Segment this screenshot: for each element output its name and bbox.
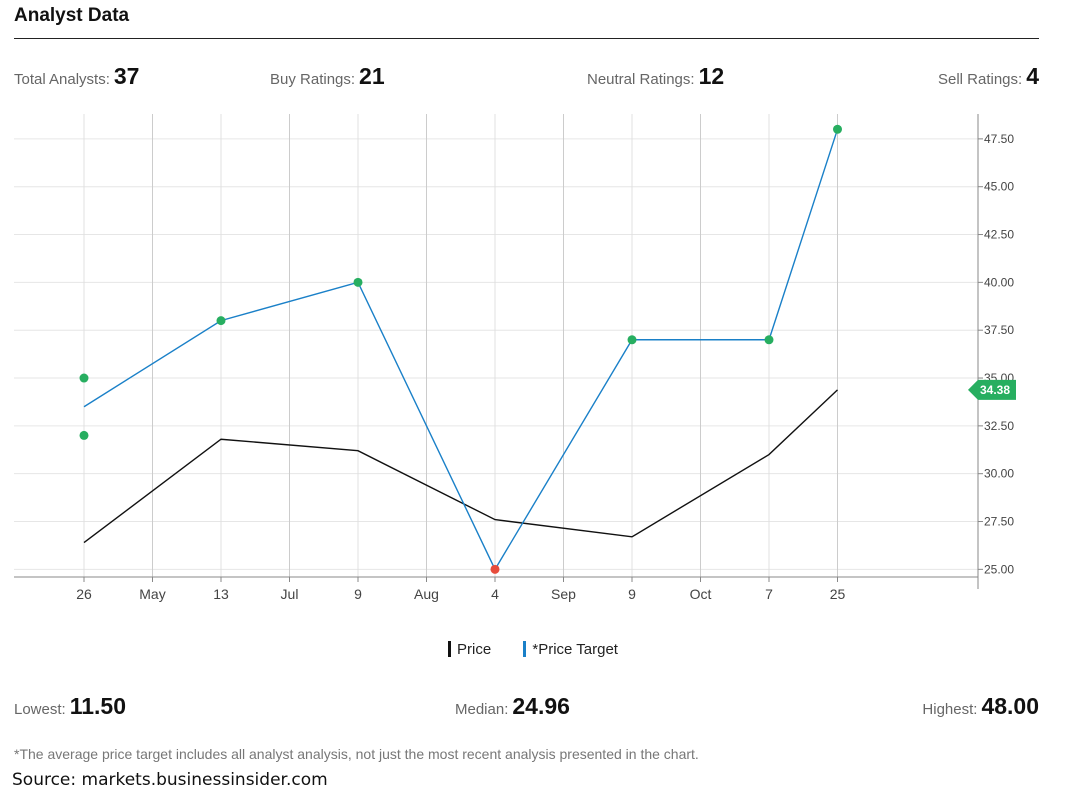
neutral-ratings-value: 12 [698, 63, 725, 89]
price-series-line [83, 389, 838, 544]
x-tick-label: May [139, 586, 165, 602]
x-tick-label: Oct [690, 586, 712, 602]
price-target-series-line [83, 129, 839, 571]
y-tick-label: 30.00 [984, 467, 1014, 481]
sell-rating-marker [490, 564, 500, 574]
chart-legend: Price *Price Target [0, 641, 1066, 658]
legend-swatch-price-target [523, 641, 527, 657]
median-target-stat: Median: 24.96 [455, 693, 570, 720]
x-tick-label: 13 [213, 586, 229, 602]
buy-rating-marker [627, 335, 637, 345]
median-label: Median: [455, 701, 509, 718]
current-price-label: 34.38 [980, 383, 1010, 397]
legend-label-price-target: *Price Target [532, 641, 618, 658]
axis-layer: 26 May 13 Jul 9 Aug 4 Sep 9 Oct 7 25 25.00 27.50 30.00… [14, 114, 1016, 602]
sell-ratings-value: 4 [1026, 63, 1039, 89]
x-tick-label: Jul [281, 586, 299, 602]
buy-rating-marker [833, 124, 842, 134]
grid-layer [14, 114, 978, 577]
buy-ratings-label: Buy Ratings: [270, 71, 356, 88]
y-tick-label: 47.50 [984, 132, 1014, 146]
title-divider [14, 38, 1039, 39]
neutral-ratings-label: Neutral Ratings: [587, 71, 695, 88]
x-tick-label: Sep [551, 586, 576, 602]
buy-rating-marker [79, 430, 89, 440]
x-tick-label: 25 [830, 586, 846, 602]
series-layer [83, 129, 839, 571]
highest-target-stat: Highest: 48.00 [922, 693, 1039, 720]
y-tick-label: 45.00 [984, 180, 1014, 194]
x-tick-label: 26 [76, 586, 92, 602]
lowest-label: Lowest: [14, 701, 66, 718]
footnote: *The average price target includes all a… [14, 746, 699, 762]
median-value: 24.96 [512, 693, 570, 719]
x-tick-label: 4 [491, 586, 499, 602]
x-tick-label: Aug [414, 586, 439, 602]
buy-rating-marker [764, 335, 774, 345]
y-tick-label: 37.50 [984, 323, 1014, 337]
legend-label-price: Price [457, 641, 492, 658]
sell-ratings-label: Sell Ratings: [937, 71, 1023, 88]
y-tick-label: 27.50 [984, 515, 1014, 529]
x-tick-label: 9 [354, 586, 362, 602]
legend-item-price-target[interactable]: *Price Target [523, 641, 618, 658]
total-analysts-stat: Total Analysts: 37 [14, 63, 139, 90]
y-tick-label: 32.50 [984, 419, 1014, 433]
y-tick-label: 40.00 [984, 275, 1014, 289]
current-price-badge [968, 379, 1016, 400]
y-tick-label: 42.50 [984, 228, 1014, 242]
x-tick-label: 9 [628, 586, 636, 602]
total-analysts-value: 37 [113, 63, 140, 89]
page-title: Analyst Data [14, 5, 130, 26]
buy-rating-marker [79, 373, 89, 383]
marker-layer [79, 124, 842, 574]
legend-swatch-price [448, 641, 452, 657]
buy-ratings-value: 21 [359, 63, 385, 89]
total-analysts-label: Total Analysts: [14, 71, 110, 88]
sell-ratings-stat: Sell Ratings: 4 [938, 63, 1039, 90]
lowest-target-stat: Lowest: 11.50 [14, 693, 126, 720]
source-credit: Source: markets.businessinsider.com [12, 770, 328, 790]
highest-value: 48.00 [981, 693, 1039, 719]
y-tick-label: 25.00 [984, 562, 1014, 576]
highest-label: Highest: [922, 701, 978, 718]
buy-ratings-stat: Buy Ratings: 21 [270, 63, 385, 90]
buy-rating-marker [216, 316, 226, 326]
x-tick-label: 7 [765, 586, 773, 602]
neutral-ratings-stat: Neutral Ratings: 12 [587, 63, 724, 90]
legend-item-price[interactable]: Price [448, 641, 491, 658]
analyst-chart: 26 May 13 Jul 9 Aug 4 Sep 9 Oct 7 25 25.00 27.50 30.00… [14, 114, 1016, 602]
buy-rating-marker [353, 277, 363, 287]
lowest-value: 11.50 [69, 693, 126, 719]
